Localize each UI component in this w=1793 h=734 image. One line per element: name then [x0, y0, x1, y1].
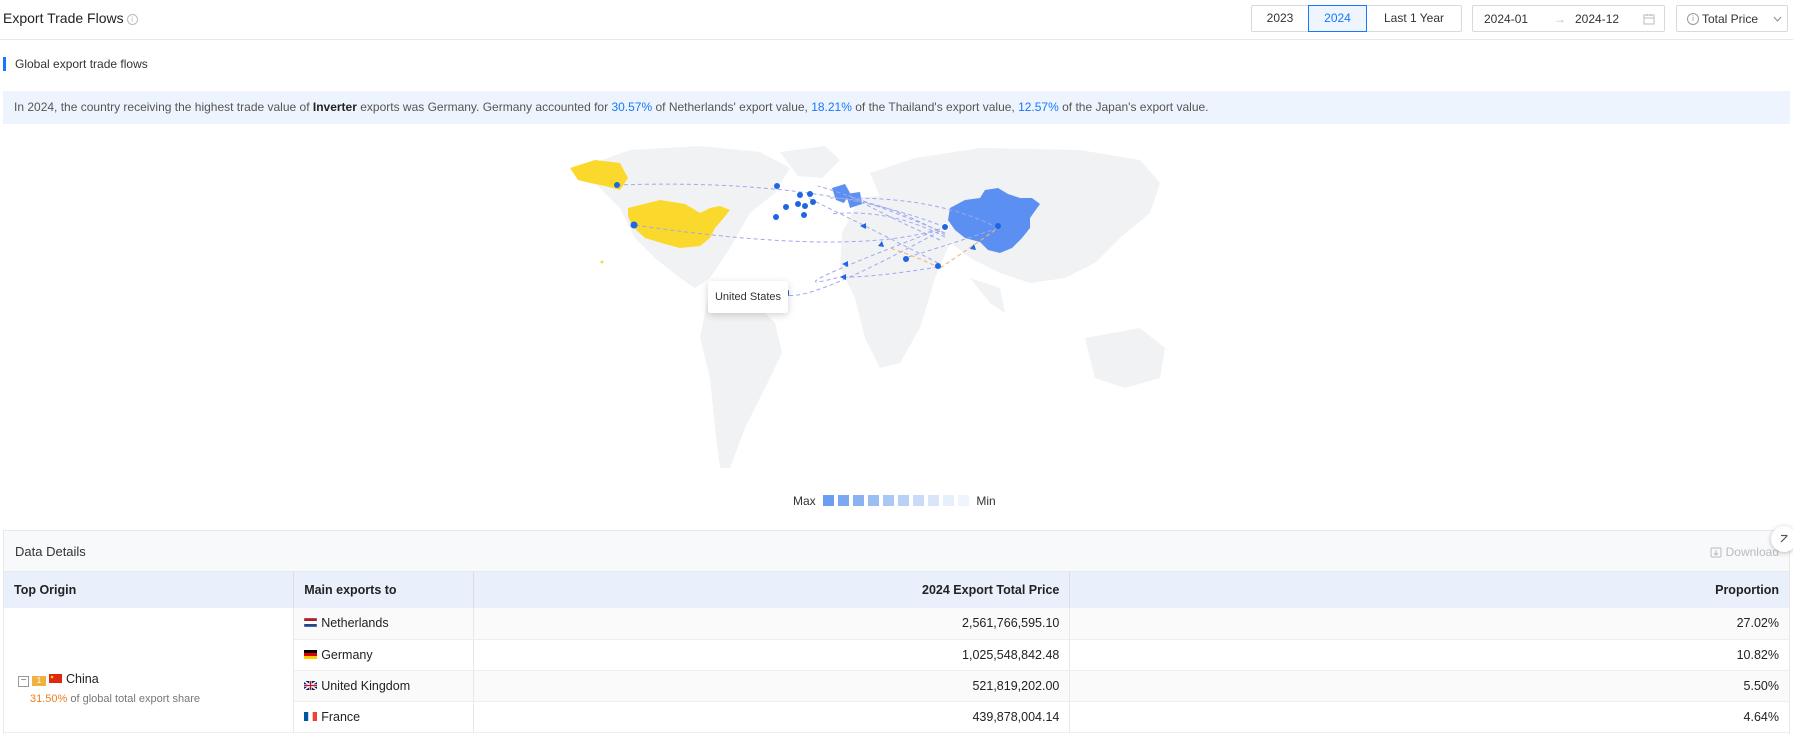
summary-text: In 2024, the country receiving the highe…	[14, 100, 313, 114]
region-hawaii	[600, 260, 604, 264]
legend-swatch	[943, 495, 955, 506]
page-title: Export Trade Flows i	[3, 10, 138, 26]
table-row: Germany 1,025,548,842.48 10.82%	[4, 639, 1789, 671]
legend-max-label: Max	[793, 494, 816, 508]
section-label: Global export trade flows	[3, 57, 148, 71]
summary-banner: In 2024, the country receiving the highe…	[3, 91, 1790, 124]
metric-select[interactable]: i Total Price	[1676, 5, 1788, 32]
legend-swatch	[823, 495, 835, 506]
table-row: −1 China 31.50% of global total export sh…	[4, 608, 1789, 733]
value-cell: 2,561,766,595.10	[473, 608, 1071, 640]
destination-name: United Kingdom	[321, 678, 411, 693]
arrow-up-right-icon	[1780, 534, 1788, 543]
summary-text: of the Japan's export value.	[1058, 100, 1209, 114]
destination-name: Netherlands	[321, 616, 389, 631]
summary-text: of Netherlands' export value,	[652, 100, 812, 114]
region-united-states[interactable]	[628, 200, 730, 248]
value-cell: 521,819,202.00	[473, 670, 1071, 702]
map-tooltip: United States	[708, 281, 788, 313]
table-row: United Kingdom 521,819,202.00 5.50%	[4, 670, 1789, 702]
page-title-text: Export Trade Flows	[3, 10, 124, 26]
table-header-row: Top Origin Main exports to 2024 Export T…	[4, 572, 1789, 608]
legend-swatch	[928, 495, 940, 506]
destination-name: France	[321, 709, 361, 724]
united-kingdom-flag-icon	[304, 680, 318, 690]
legend-swatch	[883, 495, 895, 506]
proportion-cell: 5.50%	[1069, 670, 1789, 702]
origin-share: 31.50% of global total export share	[14, 693, 283, 705]
destination-cell: Netherlands	[293, 608, 475, 640]
world-map[interactable]	[560, 138, 1240, 478]
date-range-picker[interactable]: 2024-01 → 2024-12	[1472, 5, 1665, 32]
region-alaska[interactable]	[570, 160, 628, 190]
download-button[interactable]: Download	[1710, 545, 1779, 559]
summary-value: 12.57%	[1018, 100, 1059, 114]
table-row: France 439,878,004.14 4.64%	[4, 701, 1789, 733]
year-button-2024[interactable]: 2024	[1308, 5, 1367, 32]
data-details-header: Data Details Download	[4, 531, 1789, 572]
info-icon: i	[1687, 13, 1699, 25]
year-button-last-year[interactable]: Last 1 Year	[1366, 5, 1462, 32]
destination-name: Germany	[321, 647, 373, 662]
legend-swatch	[913, 495, 925, 506]
summary-value: 18.21%	[811, 100, 852, 114]
calendar-icon	[1643, 14, 1655, 25]
summary-text: exports was Germany. Germany accounted f…	[356, 100, 612, 114]
world-landmass	[580, 146, 1165, 468]
info-icon[interactable]: i	[126, 14, 138, 25]
date-end-input[interactable]: 2024-12	[1575, 12, 1620, 26]
origin-share-text: of global total export share	[67, 693, 201, 705]
china-flag-icon	[49, 674, 62, 683]
origin-share-value: 31.50%	[30, 693, 68, 705]
legend-swatch	[838, 495, 850, 506]
legend-swatch	[868, 495, 880, 506]
chevron-down-icon	[1773, 16, 1782, 22]
legend-swatch	[853, 495, 865, 506]
summary-value: 30.57%	[611, 100, 653, 114]
summary-product: Inverter	[312, 100, 357, 114]
date-start-input[interactable]: 2024-01	[1484, 12, 1529, 26]
download-label: Download	[1725, 545, 1779, 559]
france-flag-icon	[304, 711, 318, 721]
proportion-cell: 27.02%	[1069, 608, 1789, 640]
region-europe	[832, 184, 862, 208]
data-details-title: Data Details	[15, 544, 86, 559]
year-button-2023[interactable]: 2023	[1251, 5, 1309, 32]
origin-cell-china: −1 China 31.50% of global total export sh…	[4, 608, 295, 733]
node-china	[941, 223, 949, 231]
germany-flag-icon	[304, 649, 318, 659]
proportion-cell: 10.82%	[1069, 639, 1789, 671]
proportion-cell: 4.64%	[1069, 701, 1789, 733]
destination-cell: Germany	[293, 639, 475, 671]
collapse-toggle-icon[interactable]: −	[18, 676, 29, 687]
column-export-total-price[interactable]: 2024 Export Total Price	[473, 572, 1071, 608]
data-details-panel: Data Details Download Top Origin Main ex…	[3, 530, 1790, 734]
page-header: Export Trade Flows i 2023 2024 Last 1 Yea…	[0, 0, 1793, 40]
data-table: Top Origin Main exports to 2024 Export T…	[4, 572, 1789, 733]
value-cell: 1,025,548,842.48	[473, 639, 1071, 671]
map-legend: Max Min	[793, 494, 996, 508]
back-to-top-button[interactable]	[1771, 526, 1793, 552]
download-icon	[1710, 547, 1722, 558]
column-proportion[interactable]: Proportion	[1069, 572, 1789, 608]
column-main-exports-to[interactable]: Main exports to	[293, 572, 475, 608]
legend-swatch	[958, 495, 970, 506]
value-cell: 439,878,004.14	[473, 701, 1071, 733]
trade-nodes	[614, 182, 1001, 269]
netherlands-flag-icon	[304, 618, 318, 628]
origin-name: China	[66, 672, 99, 686]
destination-cell: France	[293, 701, 475, 733]
destination-cell: United Kingdom	[293, 670, 475, 702]
rank-badge-icon: 1	[32, 676, 46, 686]
legend-swatch	[898, 495, 910, 506]
trade-flow-lines	[616, 183, 999, 296]
legend-min-label: Min	[976, 494, 996, 508]
date-range-arrow-icon: →	[1554, 12, 1566, 26]
summary-text: of the Thailand's export value,	[851, 100, 1019, 114]
metric-select-value: Total Price	[1702, 12, 1759, 26]
column-top-origin[interactable]: Top Origin	[4, 572, 295, 608]
